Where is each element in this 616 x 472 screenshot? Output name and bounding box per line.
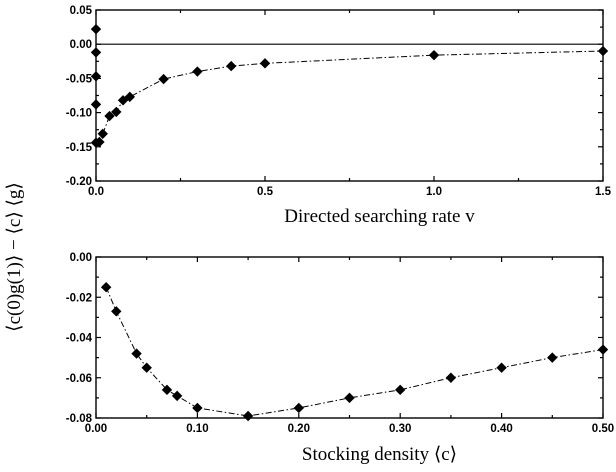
panel-bottom: 0.00 0.10 0.20 0.30 0.40 0.50 0.00 -0.02 -0.04 -0…: [66, 252, 614, 465]
top-series-line: [95, 50, 604, 144]
top-x-tick-label: 1.0: [426, 186, 442, 198]
y-axis-label: ⟨c(0)g(1)⟩ − ⟨c⟩ ⟨g⟩: [4, 182, 25, 332]
bottom-data-point: [161, 384, 173, 396]
top-data-point: [597, 45, 609, 57]
bottom-data-point: [344, 392, 355, 404]
bottom-data-point: [192, 402, 203, 414]
bottom-y-tick-label: -0.06: [66, 373, 92, 385]
top-x-tick-label: 1.5: [595, 186, 612, 198]
top-data-point: [90, 71, 102, 82]
bottom-y-tick-label: -0.02: [66, 292, 92, 304]
top-data-point: [90, 47, 102, 58]
bottom-y-tick-label: -0.04: [66, 333, 93, 345]
bottom-data-point: [496, 362, 507, 373]
bottom-x-tick-label: 0.00: [85, 423, 107, 435]
bottom-data-point: [171, 390, 183, 402]
top-y-tick-label: -0.10: [66, 108, 92, 120]
bottom-data-point: [131, 348, 142, 359]
bottom-data-point: [111, 306, 122, 317]
top-x-tick-label: 0.5: [257, 186, 274, 198]
bottom-data-point: [597, 344, 609, 355]
top-y-tick-label: 0.00: [70, 39, 92, 51]
top-y-tick-label: -0.20: [66, 176, 92, 188]
top-data-point: [90, 23, 102, 35]
panel-top: 0.0 0.5 1.0 1.5 0.05 0.00 -0.05 -0.10 -0.15 -0.20…: [66, 5, 612, 227]
top-data-point: [94, 136, 105, 148]
bottom-y-tick-label: 0.00: [70, 252, 92, 264]
bottom-data-point: [141, 362, 152, 373]
bottom-x-tick-label: 0.40: [490, 423, 512, 435]
bottom-series-line: [105, 286, 604, 417]
top-data-point: [111, 106, 122, 118]
top-data-point: [259, 58, 271, 69]
top-data-point: [124, 91, 135, 103]
top-x-tick-label: 0.0: [88, 186, 104, 198]
top-y-tick-label: -0.15: [66, 142, 93, 154]
top-y-tick-label: 0.05: [70, 5, 93, 17]
bottom-x-tick-label: 0.30: [389, 423, 411, 435]
bottom-x-tick-label: 0.20: [288, 423, 310, 435]
bottom-x-tick-label: 0.10: [186, 423, 208, 435]
bottom-data-point: [100, 281, 112, 293]
top-plot-frame: [95, 9, 604, 182]
top-data-point: [428, 49, 440, 61]
bottom-y-tick-label: -0.08: [66, 413, 93, 425]
top-data-point: [97, 128, 108, 140]
bottom-data-point: [445, 372, 457, 383]
top-data-point: [90, 99, 102, 110]
top-data-point: [158, 73, 169, 85]
bottom-data-point: [395, 384, 406, 396]
top-x-axis-label: Directed searching rate v: [284, 206, 475, 227]
bottom-x-tick-label: 0.50: [592, 423, 614, 435]
top-data-point: [226, 60, 237, 72]
bottom-data-point: [293, 402, 304, 414]
bottom-data-point: [547, 352, 558, 363]
bottom-x-axis-label: Stocking density ⟨c⟩: [302, 444, 457, 465]
top-data-point: [104, 110, 115, 122]
top-data-point: [192, 66, 203, 77]
top-y-tick-label: -0.05: [66, 73, 93, 85]
bottom-data-point: [242, 410, 254, 422]
